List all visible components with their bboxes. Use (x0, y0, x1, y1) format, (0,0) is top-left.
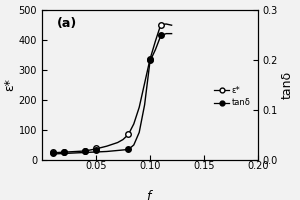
Legend: ε*, tanδ: ε*, tanδ (211, 83, 254, 111)
Y-axis label: tanδ: tanδ (281, 71, 294, 99)
Text: (a): (a) (57, 17, 77, 30)
Y-axis label: ε*: ε* (3, 78, 16, 91)
Text: $f$: $f$ (146, 189, 154, 200)
